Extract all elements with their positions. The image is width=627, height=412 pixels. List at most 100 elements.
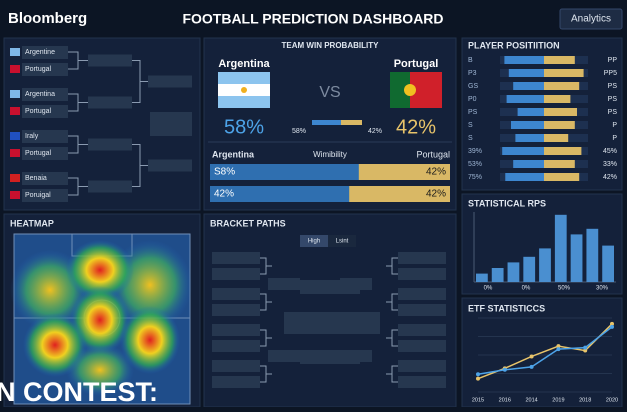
label: S bbox=[468, 122, 473, 129]
final-box bbox=[284, 312, 380, 334]
path-box bbox=[212, 268, 260, 280]
gold-bar bbox=[544, 134, 569, 142]
share-bar-rest bbox=[341, 120, 362, 125]
gold-bar bbox=[544, 69, 584, 77]
blue-bar bbox=[508, 69, 544, 77]
path-box bbox=[398, 376, 446, 388]
path-box bbox=[212, 288, 260, 300]
bar bbox=[539, 248, 551, 282]
team-box bbox=[22, 63, 68, 76]
path-box bbox=[398, 324, 446, 336]
team-box bbox=[22, 172, 68, 185]
label: 2018 bbox=[579, 397, 591, 403]
team-box bbox=[22, 88, 68, 101]
brand: Bloomberg bbox=[8, 10, 87, 27]
label: 58% bbox=[224, 116, 264, 138]
label: Wimibility bbox=[313, 150, 347, 159]
analytics-button[interactable] bbox=[559, 8, 623, 30]
label: Portugal bbox=[25, 66, 52, 73]
analytics-label[interactable]: Analytics bbox=[571, 14, 611, 25]
label: PS bbox=[608, 109, 618, 116]
team-box bbox=[22, 46, 68, 59]
label: Lsint bbox=[336, 239, 349, 245]
title: FOOTBALL PREDICTION DASHBOARD bbox=[182, 11, 443, 27]
row-bar bbox=[210, 186, 350, 202]
label: 42% bbox=[426, 167, 446, 178]
blue-bar bbox=[513, 82, 544, 90]
connector bbox=[260, 329, 272, 347]
label: B bbox=[468, 57, 473, 64]
connector bbox=[132, 60, 148, 103]
bar bbox=[523, 256, 536, 282]
label: P bbox=[612, 122, 617, 129]
connector bbox=[386, 329, 398, 347]
point bbox=[610, 321, 614, 326]
flag bbox=[10, 132, 20, 140]
label: Portugal bbox=[416, 149, 450, 159]
round-box bbox=[88, 96, 132, 109]
blue-bar bbox=[506, 95, 544, 103]
bar bbox=[586, 228, 599, 282]
flag bbox=[10, 149, 20, 157]
label: VS bbox=[319, 84, 340, 101]
label: PLAYER POSITIITION bbox=[468, 40, 560, 50]
heat bbox=[66, 240, 134, 300]
path-box bbox=[398, 288, 446, 300]
label: PS bbox=[468, 109, 478, 116]
team-box bbox=[22, 189, 68, 202]
label: P bbox=[612, 135, 617, 142]
heat bbox=[66, 344, 134, 396]
point bbox=[476, 376, 480, 381]
label: Iraly bbox=[25, 133, 39, 140]
point bbox=[502, 367, 507, 372]
label: 33% bbox=[603, 161, 617, 168]
label: Argentina bbox=[218, 58, 270, 70]
label: 2019 bbox=[552, 397, 564, 403]
label: 42% bbox=[214, 189, 234, 200]
label: 0% bbox=[484, 286, 493, 292]
label: Portugal bbox=[394, 58, 439, 70]
label: Argentina bbox=[212, 149, 255, 159]
round-box bbox=[148, 159, 192, 172]
label: 2016 bbox=[499, 397, 511, 403]
label: 2015 bbox=[472, 397, 484, 403]
blue-bar bbox=[502, 147, 544, 155]
gold-bar bbox=[544, 121, 575, 129]
label: 42% bbox=[426, 189, 446, 200]
path-box bbox=[212, 304, 260, 316]
connector bbox=[132, 144, 148, 187]
label: 42% bbox=[368, 128, 382, 135]
label: PP bbox=[608, 57, 618, 64]
flag bbox=[10, 191, 20, 199]
label: HEATMAP bbox=[10, 218, 54, 228]
round-box bbox=[148, 75, 192, 88]
flag bbox=[10, 174, 20, 182]
flag bbox=[10, 107, 20, 115]
bar bbox=[476, 273, 488, 282]
point bbox=[556, 344, 561, 349]
label: Poruigal bbox=[25, 192, 51, 199]
gold-bar bbox=[544, 147, 582, 155]
path-box bbox=[212, 252, 260, 264]
final-box bbox=[150, 112, 192, 136]
round-box bbox=[88, 138, 132, 151]
team-box bbox=[22, 130, 68, 143]
label: 30% bbox=[596, 286, 609, 292]
label: 75% bbox=[468, 174, 482, 181]
point bbox=[476, 372, 480, 377]
label: PS bbox=[608, 96, 618, 103]
blue-bar bbox=[513, 160, 544, 168]
connector bbox=[260, 293, 272, 311]
label: 39% bbox=[468, 148, 482, 155]
label: 42% bbox=[603, 174, 617, 181]
connector bbox=[386, 365, 398, 383]
label: Portugal bbox=[25, 150, 52, 157]
label: 58% bbox=[292, 128, 306, 135]
label: PS bbox=[608, 83, 618, 90]
label: PP5 bbox=[604, 70, 617, 77]
team-box bbox=[22, 105, 68, 118]
final-box bbox=[300, 280, 360, 294]
label: 2020 bbox=[606, 397, 618, 403]
label: ETF STATISTICCS bbox=[468, 303, 545, 313]
